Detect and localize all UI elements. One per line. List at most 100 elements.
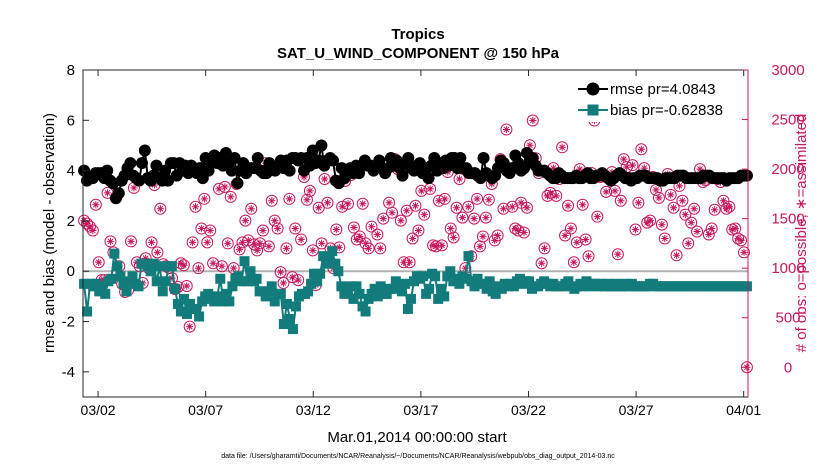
bias-point (197, 296, 208, 307)
left-tick-label: 4 (67, 163, 75, 180)
bias-point (185, 298, 196, 309)
bias-point (424, 283, 435, 294)
bias-point (109, 248, 120, 259)
obs-count-point (518, 226, 531, 239)
bias-point (321, 258, 332, 269)
bias-point (372, 291, 383, 302)
bias-point (194, 311, 205, 322)
bias-point (281, 298, 292, 309)
obs-count-point (192, 262, 205, 275)
obs-count-point (576, 198, 589, 211)
obs-count-point (254, 237, 267, 250)
bias-point (454, 278, 465, 289)
bias-point (251, 273, 262, 284)
x-tick-label: 03/17 (403, 402, 438, 418)
bias-point (375, 281, 386, 292)
obs-count-point (629, 223, 642, 236)
right-tick-label: 2000 (771, 161, 804, 178)
bias-point (118, 278, 129, 289)
left-tick-label: 8 (67, 62, 75, 79)
obs-count-point (362, 242, 375, 255)
bias-point (405, 293, 416, 304)
bias-point (309, 268, 320, 279)
obs-count-point (632, 196, 645, 209)
data-file-footnote: data file: /Users/gharamti/Documents/NCA… (221, 453, 615, 460)
obs-count-point (295, 233, 308, 246)
obs-count-point (365, 220, 378, 233)
obs-count-point (559, 229, 572, 242)
obs-count-point (652, 191, 665, 204)
obs-count-point (735, 234, 748, 247)
obs-count-point (183, 320, 196, 333)
obs-count-point (562, 199, 575, 212)
bias-point (496, 283, 507, 294)
bias-point (490, 288, 501, 299)
bias-point (275, 288, 286, 299)
bias-point (357, 301, 368, 312)
obs-count-point (239, 214, 252, 227)
obs-count-point (356, 197, 369, 210)
bias-point (287, 324, 298, 335)
obs-count-point (708, 203, 721, 216)
bias-point (578, 281, 589, 292)
obs-count-point (374, 242, 387, 255)
bias-point (563, 276, 574, 287)
chart-subtitle: SAT_U_WIND_COMPONENT @ 150 hPa (277, 45, 560, 62)
bias-point (191, 303, 202, 314)
x-axis-ticks: 03/02 03/07 03/12 03/17 03/22 03/27 04/01 (81, 70, 761, 418)
legend: rmse pr=4.0843 bias pr=-0.62838 (574, 78, 738, 122)
obs-count-point (224, 190, 237, 203)
obs-count-point (550, 189, 563, 202)
bias-point (169, 283, 180, 294)
x-tick-label: 03/07 (188, 402, 223, 418)
obs-count-point (617, 153, 630, 166)
x-tick-label: 03/22 (511, 402, 546, 418)
bias-point (436, 283, 447, 294)
obs-count-point (456, 211, 469, 224)
bias-point (524, 276, 535, 287)
obs-count-point (83, 220, 96, 233)
obs-count-point (386, 206, 399, 219)
bias-point (390, 276, 401, 287)
obs-count-point (215, 260, 228, 273)
obs-count-point (154, 202, 167, 215)
legend-rmse-label: rmse pr=4.0843 (610, 81, 715, 98)
obs-count-point (92, 256, 105, 269)
x-axis-label: Mar.01,2014 00:00:00 start (327, 429, 507, 446)
bias-point (260, 291, 271, 302)
obs-count-point (679, 208, 692, 221)
rmse-point (112, 187, 125, 200)
bias-point (363, 293, 374, 304)
obs-count-point (300, 193, 313, 206)
bias-point (278, 319, 289, 330)
rmse-series (78, 139, 753, 205)
x-tick-label: 03/27 (619, 402, 654, 418)
obs-count-point (450, 201, 463, 214)
obs-count-point (611, 248, 624, 261)
obs-count-point (705, 222, 718, 235)
bias-point (399, 278, 410, 289)
bias-point (327, 246, 338, 257)
bias-point (166, 261, 177, 272)
bias-point (366, 288, 377, 299)
obs-count-point (479, 211, 492, 224)
obs-count-point (682, 237, 695, 250)
obs-count-point (409, 199, 422, 212)
bias-point (451, 273, 462, 284)
obs-count-point (655, 218, 668, 231)
bias-point (203, 288, 214, 299)
obs-count-point (256, 224, 269, 237)
bias-point (284, 314, 295, 325)
obs-count-point (500, 123, 513, 136)
obs-count-point (626, 159, 639, 172)
obs-count-point (306, 244, 319, 257)
bias-point (478, 278, 489, 289)
obs-count-point (204, 224, 217, 237)
bias-point (418, 271, 429, 282)
bias-point (175, 306, 186, 317)
left-tick-label: 2 (67, 213, 75, 230)
obs-count-point (468, 212, 481, 225)
obs-count-point (251, 244, 264, 257)
bias-point (306, 278, 317, 289)
bias-point (303, 286, 314, 297)
